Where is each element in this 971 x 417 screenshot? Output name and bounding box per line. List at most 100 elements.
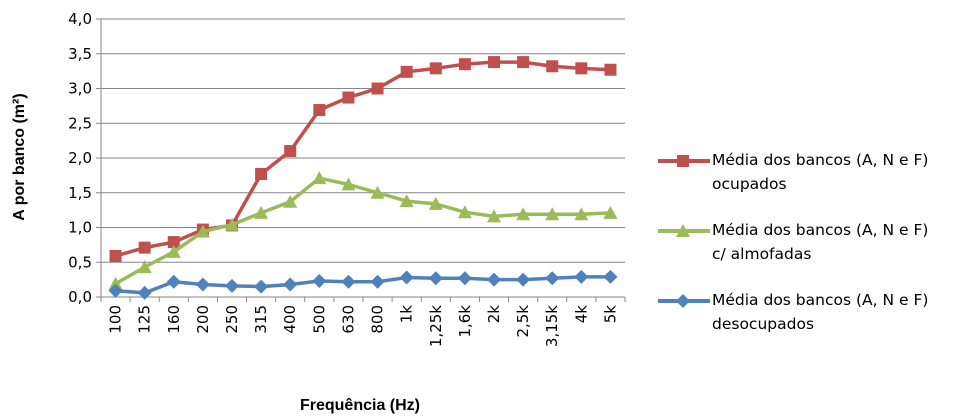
- data-point-diamond: [137, 285, 152, 300]
- y-tick-label: 2,5: [68, 114, 92, 132]
- axes: [96, 18, 626, 302]
- y-tick-label: 3,5: [68, 45, 92, 63]
- legend-label-line1: Média dos bancos (A, N e F): [712, 221, 929, 239]
- x-tick-label: 5k: [601, 305, 619, 324]
- x-tick-label: 2,5k: [514, 305, 532, 338]
- x-tick-label: 500: [310, 305, 328, 334]
- data-point-square: [400, 65, 413, 78]
- legend-label-line2: ocupados: [712, 175, 787, 193]
- data-point-triangle: [545, 207, 560, 221]
- data-point-diamond: [341, 274, 356, 289]
- legend-label-line2: desocupados: [712, 315, 815, 333]
- data-point-diamond: [457, 271, 472, 286]
- legend-swatch-square-marker: [658, 155, 710, 167]
- data-point-diamond: [428, 271, 443, 286]
- x-tick-label: 200: [194, 305, 212, 334]
- data-point-diamond: [574, 269, 589, 284]
- x-tick-label: 1,6k: [456, 305, 474, 338]
- y-tick-label: 1,0: [68, 219, 92, 237]
- data-point-triangle: [516, 207, 531, 221]
- data-point-square: [429, 62, 442, 75]
- data-point-diamond: [108, 283, 123, 298]
- y-tick-label: 2,0: [68, 149, 92, 167]
- data-point-square: [488, 56, 500, 69]
- data-point-diamond: [370, 274, 385, 289]
- data-point-triangle: [312, 171, 327, 185]
- data-point-diamond: [603, 269, 618, 284]
- data-point-diamond: [516, 272, 531, 287]
- legend-label-line1: Média dos bancos (A, N e F): [712, 291, 929, 309]
- data-point-square: [517, 56, 530, 69]
- data-point-square: [604, 63, 617, 76]
- data-point-diamond: [545, 271, 560, 286]
- x-tick-label: 100: [107, 305, 125, 334]
- y-tick-label: 0,0: [68, 288, 92, 306]
- data-point-square: [138, 241, 151, 254]
- data-point-diamond: [283, 277, 298, 292]
- data-point-triangle: [254, 205, 269, 219]
- x-tick-label: 250: [223, 305, 241, 334]
- data-point-triangle: [137, 260, 152, 274]
- x-tick-label: 125: [136, 305, 154, 334]
- legend-item-almofadas: Média dos bancos (A, N e F) c/ almofadas: [656, 218, 971, 288]
- legend-item-desocupados: Média dos bancos (A, N e F) desocupados: [656, 288, 971, 358]
- data-point-diamond: [487, 272, 501, 287]
- data-point-diamond: [166, 274, 181, 289]
- series-layer: [108, 56, 618, 300]
- y-axis-title: A por banco (m²): [11, 93, 28, 220]
- series-line-triangle: [114, 176, 611, 286]
- series-line-diamond: [115, 275, 611, 295]
- data-point-square: [255, 167, 268, 180]
- x-tick-label: 1,25k: [427, 305, 445, 347]
- y-tick-label: 1,5: [68, 184, 92, 202]
- data-point-triangle: [487, 209, 501, 223]
- legend-swatch-triangle-marker: [658, 224, 710, 237]
- data-point-triangle: [399, 194, 414, 208]
- legend-label-line1: Média dos bancos (A, N e F): [712, 151, 929, 169]
- legend-item-ocupados: Média dos bancos (A, N e F) ocupados: [656, 148, 971, 218]
- legend-label-line2: c/ almofadas: [712, 245, 812, 263]
- legend: Média dos bancos (A, N e F) ocupados Méd…: [656, 148, 971, 358]
- data-point-square: [284, 145, 297, 158]
- x-tick-label: 630: [339, 305, 357, 334]
- data-point-square: [109, 249, 122, 262]
- x-tick-label: 1k: [398, 305, 416, 324]
- y-tick-label: 4,0: [68, 10, 92, 28]
- data-point-square: [371, 82, 384, 95]
- x-tick-label: 160: [165, 305, 183, 334]
- x-tick-labels: 100 125 160 200 250 315 400 500 630 800 1k 1,25k 1,6…: [107, 305, 620, 347]
- data-point-diamond: [254, 279, 269, 294]
- data-point-triangle: [225, 217, 239, 231]
- data-point-triangle: [574, 207, 589, 221]
- data-point-square: [342, 91, 355, 104]
- y-tick-label: 3,0: [68, 80, 92, 98]
- data-point-triangle: [195, 224, 210, 238]
- data-point-square: [575, 62, 588, 75]
- y-tick-labels: 0,0 0,5 1,0 1,5 2,0 2,5 3,0 3,5 4,0: [68, 10, 92, 306]
- data-point-square: [546, 60, 559, 73]
- data-point-diamond: [225, 278, 239, 293]
- data-point-triangle: [341, 177, 356, 191]
- data-point-triangle: [370, 185, 385, 199]
- x-tick-label: 315: [252, 305, 270, 334]
- x-tick-label: 800: [369, 305, 387, 334]
- data-point-square: [458, 58, 471, 71]
- y-tick-label: 0,5: [68, 253, 92, 271]
- data-point-square: [313, 104, 326, 117]
- data-point-square: [167, 236, 180, 249]
- data-point-triangle: [428, 196, 443, 210]
- x-tick-label: 400: [281, 305, 299, 334]
- data-point-diamond: [399, 270, 414, 285]
- data-point-triangle: [457, 205, 472, 219]
- x-tick-label: 3,15k: [543, 305, 561, 347]
- data-point-diamond: [312, 274, 327, 289]
- x-axis-title: Frequência (Hz): [300, 397, 420, 414]
- data-point-diamond: [195, 277, 210, 292]
- data-point-triangle: [108, 276, 123, 290]
- data-point-triangle: [603, 205, 618, 219]
- data-point-triangle: [283, 194, 298, 208]
- x-tick-label: 2k: [485, 305, 503, 324]
- legend-swatch-diamond-marker: [658, 294, 710, 308]
- data-point-triangle: [166, 244, 181, 258]
